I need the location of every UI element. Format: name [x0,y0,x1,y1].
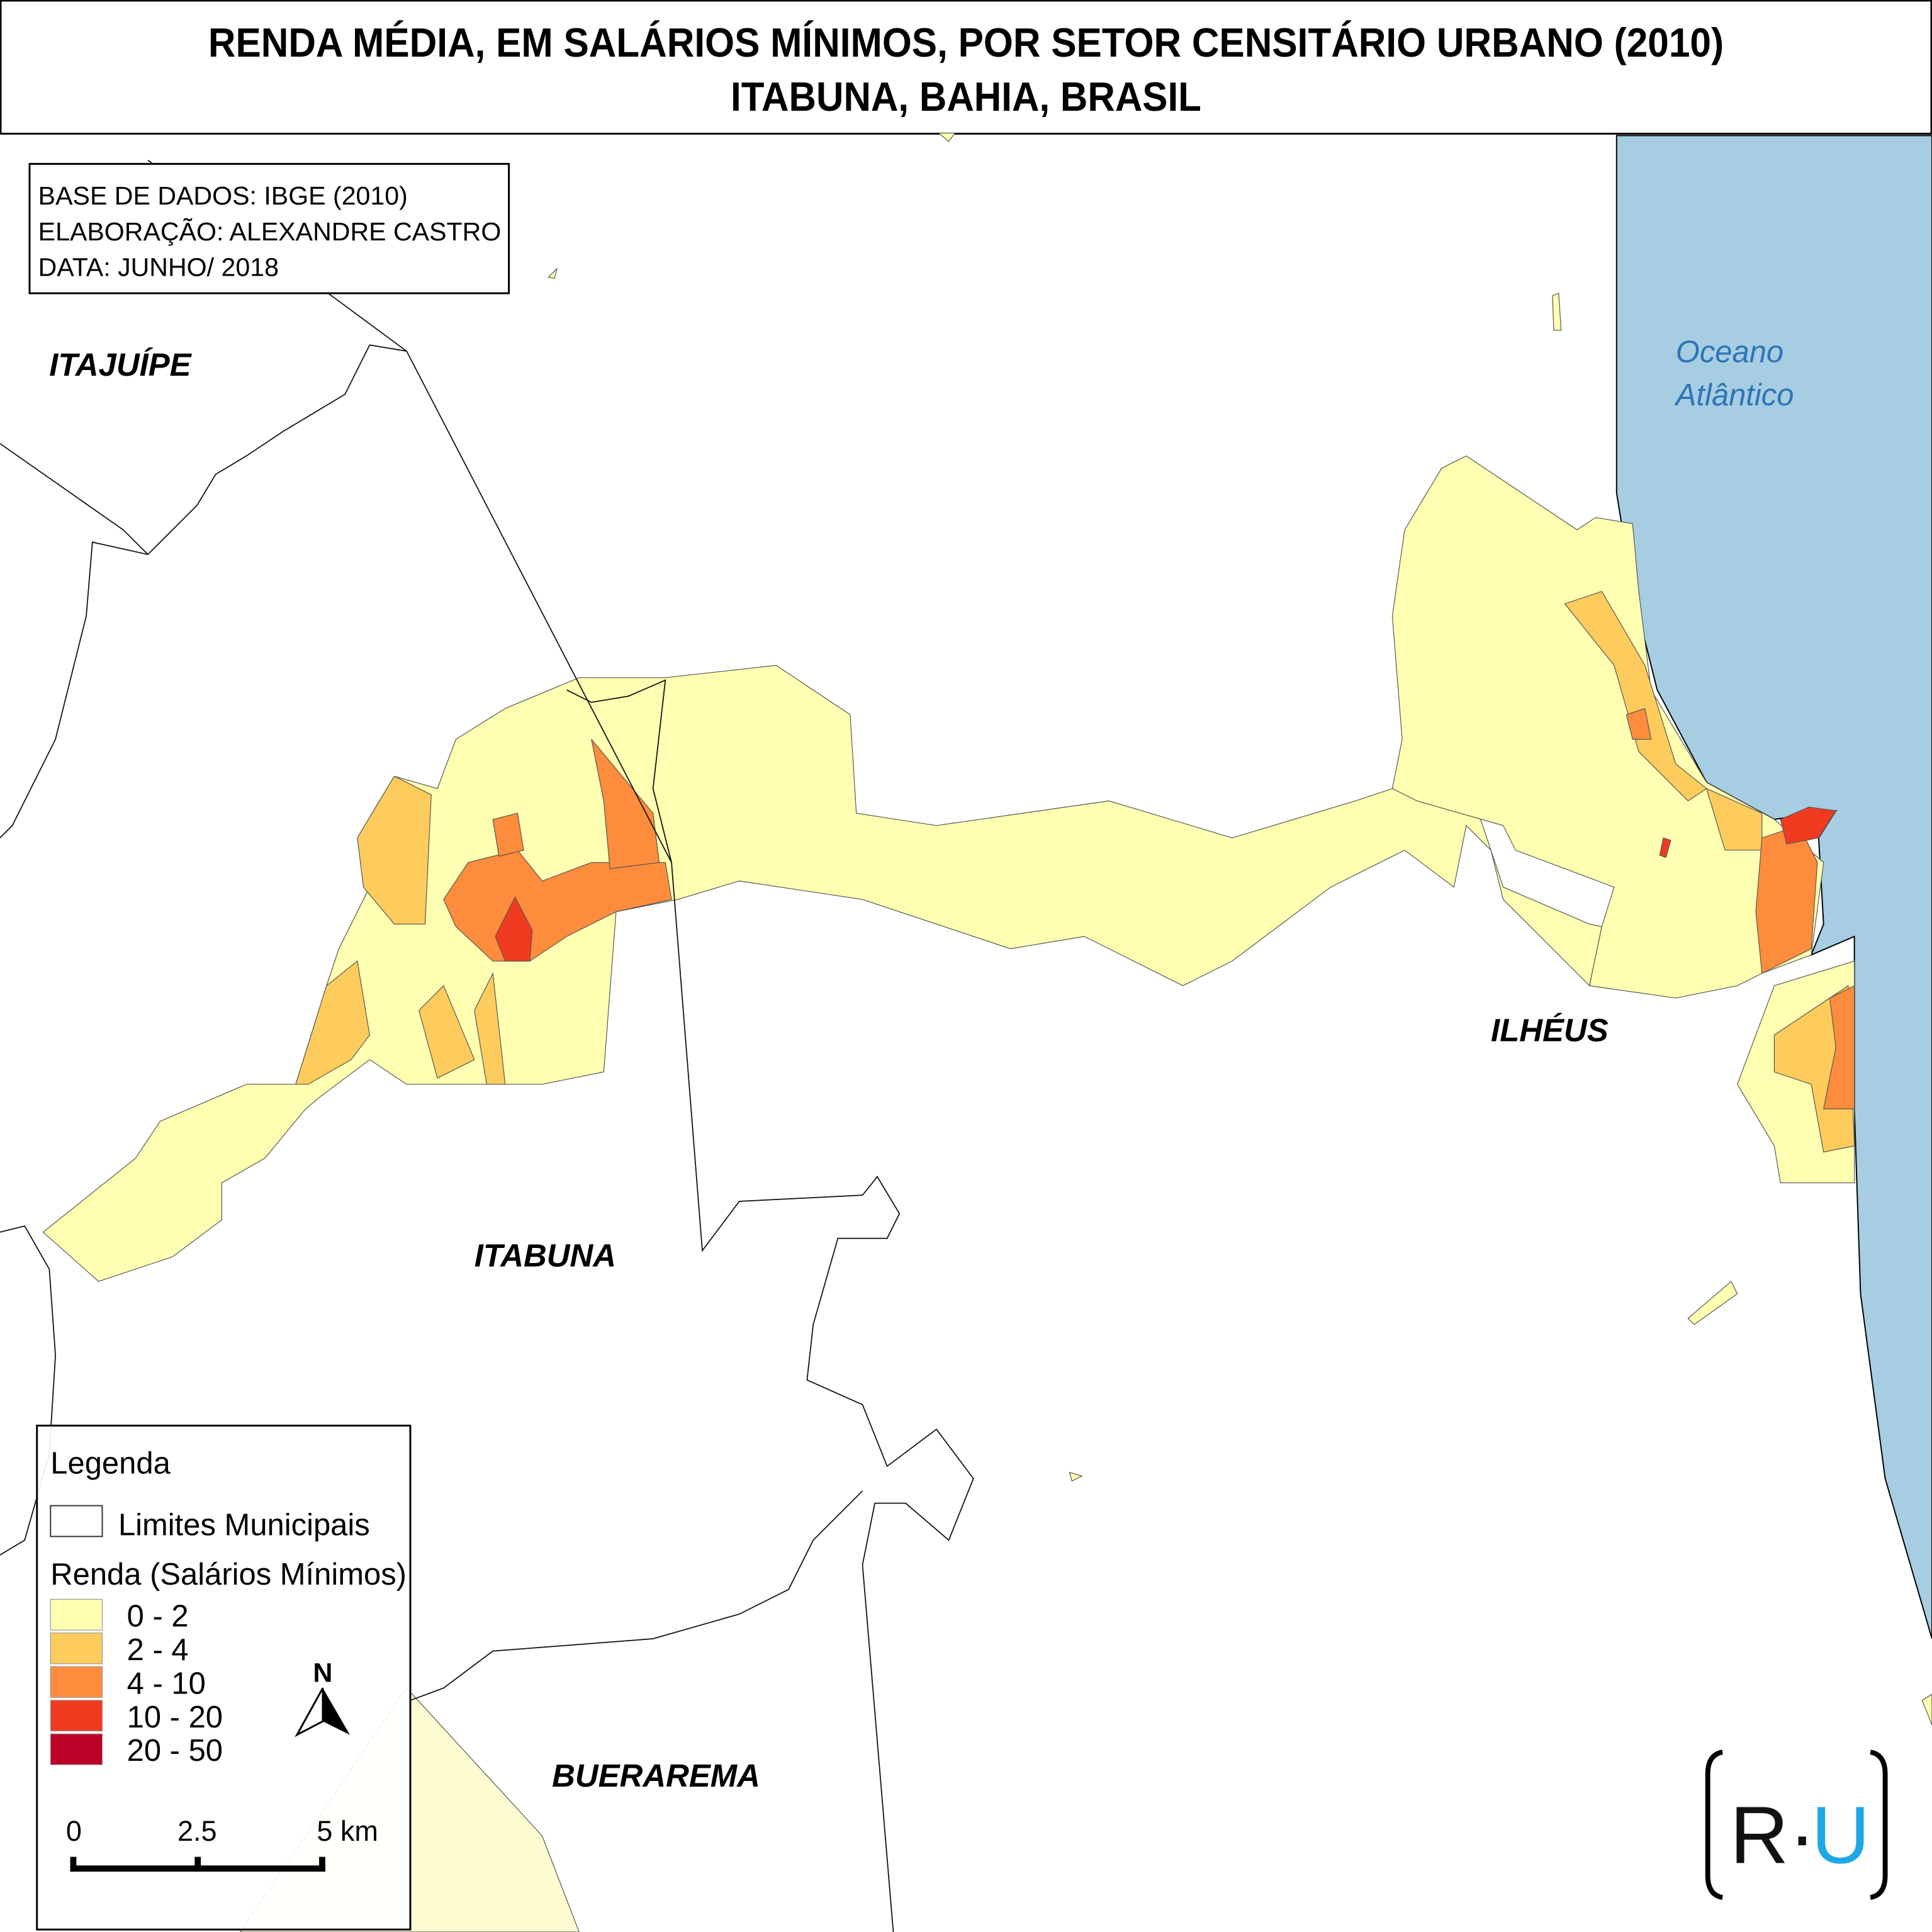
map-frame [0,132,1932,1932]
logo-text-r: R· [1730,1790,1816,1880]
scale-tick-5: 5 km [317,1815,378,1847]
label-itajuipe: ITAJUÍPE [49,347,192,383]
legend-swatch-class-1 [50,1632,103,1665]
class-10-20-sectors [495,806,1837,962]
scale-tick-0: 0 [66,1815,82,1847]
credits-box: BASE DE DADOS: IBGE (2010) ELABORAÇÃO: A… [28,162,510,295]
legend-swatch-class-0 [50,1598,103,1631]
legend-class-label-2: 4 - 10 [127,1666,206,1700]
title-panel [0,0,1932,135]
legend-class-label-3: 10 - 20 [127,1700,223,1734]
north-arrow: N [295,1658,351,1738]
legend-swatch-class-4 [50,1733,103,1765]
legend-swatch-class-2 [50,1666,103,1698]
map-title: RENDA MÉDIA, EM SALÁRIOS MÍNIMOS, POR SE… [208,20,1724,65]
legend-boundary-label: Limites Municipais [118,1508,370,1542]
scale-tick-2-5: 2.5 [177,1815,217,1847]
map-subtitle: ITABUNA, BAHIA, BRASIL [731,74,1201,120]
legend-income-title: Renda (Salários Mínimos) [50,1558,407,1592]
label-ilheus: ILHÉUS [1491,1012,1609,1048]
legend: Legenda Limites Municipais Renda (Salári… [36,1424,412,1931]
scale-bar: 0 2.5 5 km [66,1815,378,1872]
legend-swatch-class-3 [50,1700,103,1732]
legend-title: Legenda [50,1447,171,1481]
logo: R· U [1705,1749,1888,1901]
legend-class-label-0: 0 - 2 [127,1599,189,1633]
label-buerarema: BUERAREMA [552,1758,760,1794]
logo-text-u: U [1811,1790,1870,1880]
legend-swatch-boundary [50,1505,103,1537]
municipal-boundaries [0,159,974,1932]
label-ocean-2: Atlântico [1674,378,1794,412]
legend-class-label-1: 2 - 4 [127,1633,189,1667]
credits-data-source: BASE DE DADOS: IBGE (2010) [38,181,408,210]
ocean [1615,135,1932,1639]
legend-class-label-4: 20 - 50 [127,1734,223,1768]
north-arrow-label: N [313,1658,332,1688]
credits-date: DATA: JUNHO/ 2018 [38,253,279,282]
label-ocean-1: Oceano [1676,335,1783,369]
label-itabuna: ITABUNA [475,1238,616,1274]
credits-author: ELABORAÇÃO: ALEXANDRE CASTRO [38,217,502,246]
